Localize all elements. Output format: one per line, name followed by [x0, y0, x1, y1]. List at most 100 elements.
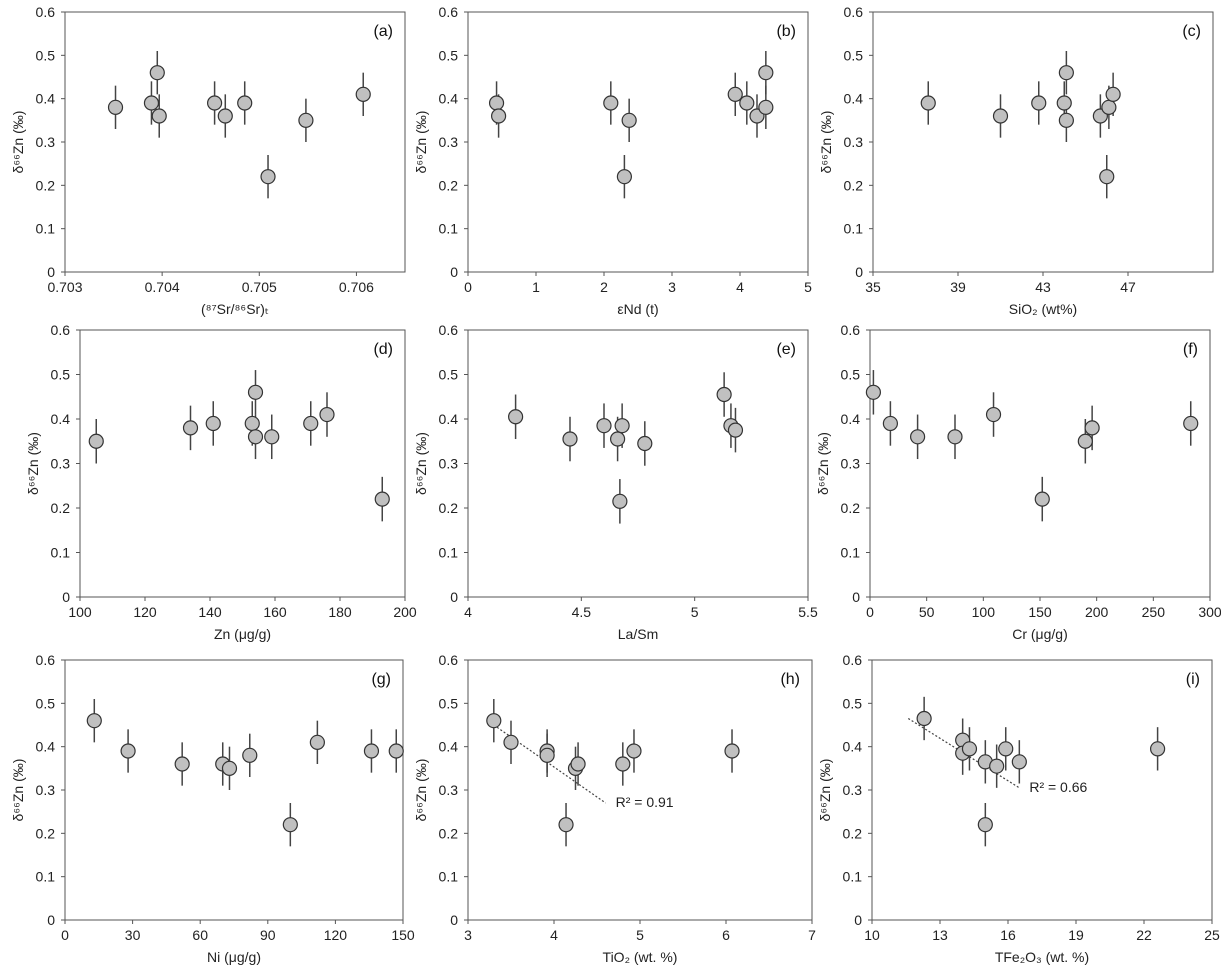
x-tick-label: 0.705 — [242, 279, 277, 295]
y-tick-label: 0.4 — [51, 411, 71, 427]
data-point — [916, 710, 932, 727]
data-point — [637, 435, 653, 452]
data-point — [120, 743, 136, 759]
y-tick-label: 0.3 — [439, 782, 459, 798]
x-tick-label: 43 — [1035, 279, 1051, 295]
panel-f: 0 0.1 0.2 0.3 0.4 0.5 0.6 0 50 100 150 200 250 300 Cr … — [815, 322, 1221, 642]
x-tick-label: 22 — [1136, 927, 1152, 943]
y-tick-label: 0 — [47, 264, 55, 280]
x-axis-label: La/Sm — [618, 626, 658, 642]
panel-h: 0 0.1 0.2 0.3 0.4 0.5 0.6 3 4 5 6 7 TiO₂ (wt. %) δ⁶⁶Z… — [413, 652, 816, 965]
y-tick-label: 0.2 — [51, 500, 71, 516]
data-point — [558, 817, 574, 833]
data-point — [758, 99, 774, 115]
data-point — [260, 169, 276, 185]
y-tick-label: 0 — [47, 912, 55, 928]
data-point — [363, 743, 380, 759]
data-point — [1058, 65, 1074, 81]
data-point — [149, 65, 165, 81]
x-tick-label: 0.706 — [339, 279, 374, 295]
x-tick-label: 0 — [61, 927, 69, 943]
y-tick-label: 0.3 — [51, 456, 71, 472]
data-point — [724, 743, 740, 759]
y-tick-label: 0.6 — [439, 652, 459, 668]
x-tick-label: 1 — [532, 279, 540, 295]
y-tick-label: 0 — [62, 589, 70, 605]
y-tick-label: 0.6 — [843, 652, 863, 668]
x-tick-label: 150 — [391, 927, 415, 943]
data-point — [570, 756, 586, 772]
panel-d: 0 0.1 0.2 0.3 0.4 0.5 0.6 100 120 140 160 180 200 Zn … — [25, 322, 417, 642]
x-tick-label: 6 — [722, 927, 730, 943]
y-axis-label: δ⁶⁶Zn (‰) — [10, 111, 26, 174]
y-tick-label: 0 — [852, 589, 860, 605]
y-tick-label: 0.6 — [51, 322, 71, 338]
y-axis-label: δ⁶⁶Zn (‰) — [817, 759, 833, 822]
x-tick-label: 60 — [192, 927, 208, 943]
y-tick-label: 0.3 — [36, 134, 56, 150]
data-point — [282, 817, 298, 833]
x-tick-label: 250 — [1142, 604, 1166, 620]
data-point — [355, 86, 371, 102]
data-point — [727, 86, 743, 102]
plot-frame — [467, 11, 809, 273]
data-point — [739, 95, 755, 111]
data-point — [992, 108, 1009, 124]
panel-i: 0 0.1 0.2 0.3 0.4 0.5 0.6 10 13 16 19 22 25 TFe₂O₃ (w… — [817, 652, 1220, 965]
y-tick-label: 0 — [450, 264, 458, 280]
data-point — [1101, 99, 1117, 115]
data-point — [486, 713, 502, 729]
data-point — [247, 384, 264, 400]
y-tick-label: 0.2 — [36, 825, 56, 841]
data-point — [1056, 95, 1072, 111]
data-point — [388, 743, 404, 759]
y-tick-label: 0.2 — [439, 177, 459, 193]
x-tick-label: 4 — [550, 927, 558, 943]
data-point — [961, 741, 978, 757]
plot-frame — [467, 659, 813, 921]
panel-label: (c) — [1182, 23, 1201, 40]
x-tick-label: 35 — [865, 279, 881, 295]
x-tick-label: 90 — [260, 927, 276, 943]
x-axis-label: εNd (t) — [617, 301, 658, 317]
y-tick-label: 0.6 — [36, 652, 56, 668]
data-point — [217, 108, 233, 124]
y-tick-label: 0.2 — [439, 500, 459, 516]
panel-label: (b) — [776, 23, 796, 40]
data-point — [237, 95, 253, 111]
data-point — [88, 433, 104, 449]
y-tick-label: 0.1 — [439, 545, 459, 561]
data-point — [374, 491, 390, 507]
x-tick-label: 200 — [1085, 604, 1109, 620]
y-tick-label: 0.2 — [841, 500, 861, 516]
x-tick-label: 4 — [464, 604, 472, 620]
y-tick-label: 0.5 — [843, 695, 863, 711]
y-tick-label: 0.4 — [843, 739, 863, 755]
data-point — [1105, 86, 1121, 102]
data-point — [503, 734, 519, 750]
y-tick-label: 0.3 — [36, 782, 56, 798]
panel-a: 0 0.1 0.2 0.3 0.4 0.5 0.6 0.703 0.704 0.705 0.706 (… — [10, 4, 406, 317]
x-tick-label: 39 — [950, 279, 966, 295]
x-tick-label: 4.5 — [572, 604, 592, 620]
data-point — [909, 429, 926, 445]
y-tick-label: 0.5 — [439, 47, 459, 63]
data-point — [1058, 112, 1074, 128]
panel-label: (d) — [373, 341, 393, 358]
x-tick-label: 160 — [263, 604, 287, 620]
x-tick-label: 120 — [133, 604, 157, 620]
y-tick-label: 0.6 — [841, 322, 861, 338]
x-tick-label: 100 — [68, 604, 92, 620]
data-point — [882, 415, 899, 432]
panel-label: (h) — [780, 671, 800, 688]
y-tick-label: 0.3 — [841, 456, 861, 472]
data-point — [985, 406, 1002, 423]
data-point — [107, 99, 124, 115]
x-tick-label: 300 — [1198, 604, 1221, 620]
panel-g: 0 0.1 0.2 0.3 0.4 0.5 0.6 0 30 60 90 120 150 Ni (μg/g… — [10, 652, 415, 965]
y-tick-label: 0.5 — [844, 47, 864, 63]
panel-label: (a) — [373, 23, 393, 40]
panel-c: 0 0.1 0.2 0.3 0.4 0.5 0.6 35 39 43 47 SiO₂ (wt%) δ⁶⁶… — [818, 4, 1214, 317]
y-tick-label: 0.1 — [439, 869, 459, 885]
data-point — [616, 169, 633, 185]
